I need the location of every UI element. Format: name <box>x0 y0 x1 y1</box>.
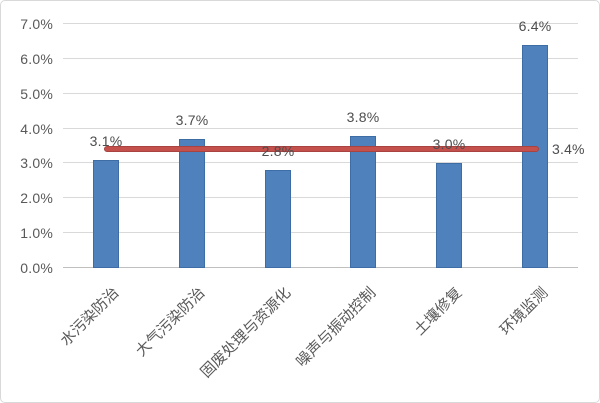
y-axis-tick-label: 3.0% <box>20 155 53 171</box>
x-axis-category-label: 土壤修复 <box>410 284 466 339</box>
bar-data-label: 3.1% <box>89 133 123 149</box>
x-axis-category-label: 水污染防治 <box>57 284 123 350</box>
gridline <box>63 128 578 129</box>
y-axis-tick-label: 6.0% <box>20 51 53 67</box>
bar-data-label: 3.0% <box>432 136 466 152</box>
x-axis-line <box>63 267 578 268</box>
x-axis-category-label: 固废处理与资源化 <box>197 284 295 382</box>
gridline <box>63 93 578 94</box>
bar-data-label: 3.7% <box>175 112 209 128</box>
y-axis-tick-label: 1.0% <box>20 225 53 241</box>
bar <box>522 45 548 268</box>
y-axis-tick-label: 0.0% <box>20 260 53 276</box>
y-axis-tick-label: 2.0% <box>20 190 53 206</box>
x-axis-category-label: 噪声与振动控制 <box>293 284 380 371</box>
y-axis-tick-label: 4.0% <box>20 121 53 137</box>
bar-data-label: 2.8% <box>261 143 295 159</box>
bar <box>93 160 119 268</box>
gridline <box>63 162 578 163</box>
bar-data-label: 3.8% <box>346 109 380 125</box>
gridline <box>63 58 578 59</box>
bar-data-label: 6.4% <box>518 18 552 34</box>
reference-line <box>104 146 539 152</box>
bar <box>179 139 205 268</box>
bar <box>350 136 376 268</box>
y-axis-tick-label: 5.0% <box>20 86 53 102</box>
x-axis-category-label: 环境监测 <box>496 284 552 339</box>
gridline <box>63 232 578 233</box>
bar <box>436 163 462 268</box>
gridline <box>63 23 578 24</box>
x-axis-category-label: 大气污染防治 <box>132 284 209 360</box>
bar <box>265 170 291 268</box>
gridline <box>63 197 578 198</box>
reference-line-label: 3.4% <box>552 141 585 157</box>
y-axis-tick-label: 7.0% <box>20 16 53 32</box>
